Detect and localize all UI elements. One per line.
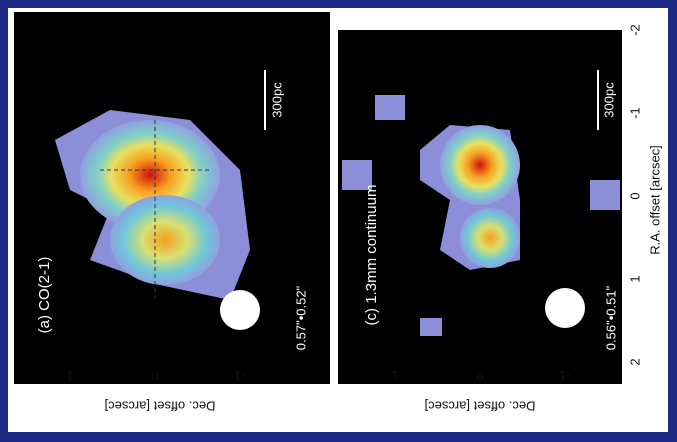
dec-tick: 0 — [151, 369, 158, 384]
axis-label: Dec. offset [arcsec] — [104, 399, 215, 414]
scale-label: 300pc — [269, 82, 284, 118]
ra-tick: 0 — [627, 192, 642, 199]
emission-peak — [110, 195, 220, 285]
figure: (a) CO(2-1) 300pc 0.57"•0.52" (c) 1.3mm … — [0, 0, 677, 442]
panel-label: (c) 1.3mm continuum — [363, 185, 380, 326]
axis-label: R.A. offset [arcsec] — [647, 145, 662, 255]
dec-tick: 1 — [391, 369, 398, 384]
ra-tick: -1 — [627, 107, 642, 119]
ra-tick: -2 — [627, 24, 642, 36]
emission — [375, 95, 405, 120]
beam-label: 0.57"•0.52" — [293, 285, 308, 350]
ra-tick: 1 — [627, 275, 642, 282]
axis-label: Dec. offset [arcsec] — [424, 399, 535, 414]
scale-label: 300pc — [601, 82, 616, 118]
emission — [590, 180, 620, 210]
emission-peak — [440, 125, 520, 205]
emission — [420, 318, 442, 336]
dec-tick: -1 — [234, 369, 246, 384]
panel-label: (a) CO(2-1) — [36, 257, 53, 334]
dec-tick: -1 — [559, 369, 571, 384]
beam — [220, 290, 260, 330]
emission-peak — [460, 208, 520, 268]
beam — [545, 288, 585, 328]
dec-tick: 1 — [66, 369, 73, 384]
beam-label: 0.56"•0.51" — [603, 285, 618, 350]
dec-tick: 0 — [476, 369, 483, 384]
ra-tick: 2 — [627, 358, 642, 365]
